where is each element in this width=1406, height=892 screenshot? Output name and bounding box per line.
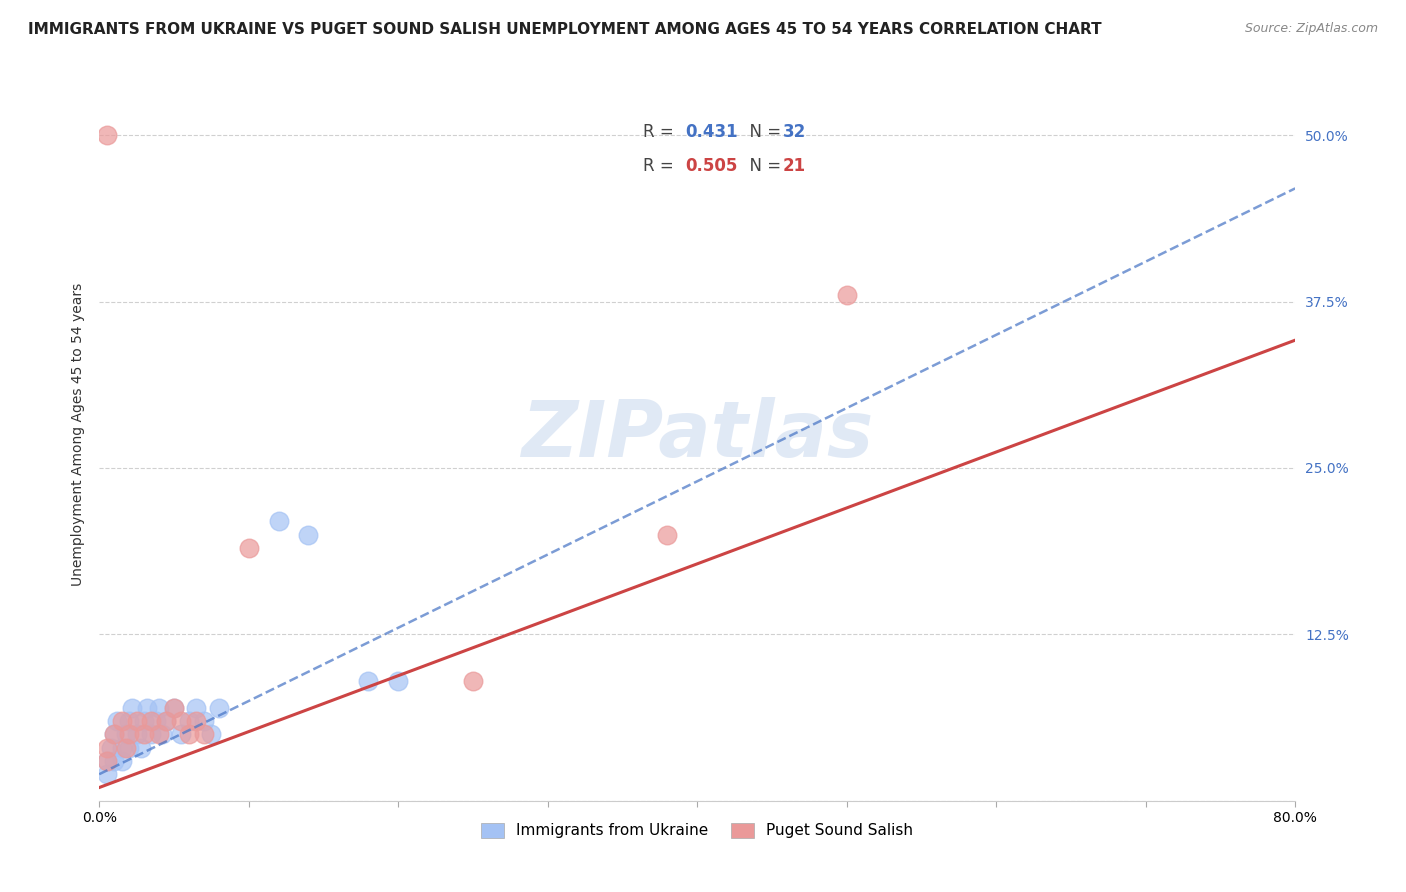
Point — [186, 700, 208, 714]
Point — [96, 754, 118, 768]
Point — [96, 740, 118, 755]
Text: 21: 21 — [782, 157, 806, 175]
Point — [193, 714, 215, 728]
Point — [141, 714, 163, 728]
Point — [115, 740, 138, 755]
Point — [132, 714, 155, 728]
Text: 0.505: 0.505 — [685, 157, 738, 175]
Point — [357, 673, 380, 688]
Text: Source: ZipAtlas.com: Source: ZipAtlas.com — [1244, 22, 1378, 36]
Text: 32: 32 — [782, 123, 806, 141]
Point — [163, 700, 186, 714]
Point — [110, 754, 132, 768]
Point — [103, 754, 125, 768]
Point — [121, 700, 143, 714]
Point — [186, 714, 208, 728]
Point — [96, 767, 118, 781]
Point — [177, 714, 200, 728]
Point — [125, 727, 148, 741]
Point — [118, 740, 141, 755]
Point — [145, 714, 167, 728]
Point — [297, 527, 319, 541]
Point — [148, 727, 170, 741]
Text: 0.431: 0.431 — [685, 123, 738, 141]
Point — [110, 714, 132, 728]
Point — [129, 740, 152, 755]
Point — [657, 527, 679, 541]
Text: IMMIGRANTS FROM UKRAINE VS PUGET SOUND SALISH UNEMPLOYMENT AMONG AGES 45 TO 54 Y: IMMIGRANTS FROM UKRAINE VS PUGET SOUND S… — [28, 22, 1102, 37]
Point — [148, 700, 170, 714]
Y-axis label: Unemployment Among Ages 45 to 54 years: Unemployment Among Ages 45 to 54 years — [72, 283, 86, 586]
Text: ZIPatlas: ZIPatlas — [522, 397, 873, 473]
Point — [110, 740, 132, 755]
Point — [125, 714, 148, 728]
Text: N =: N = — [738, 123, 786, 141]
Legend: Immigrants from Ukraine, Puget Sound Salish: Immigrants from Ukraine, Puget Sound Sal… — [475, 817, 920, 845]
Point — [387, 673, 409, 688]
Point — [115, 727, 138, 741]
Point — [136, 700, 159, 714]
Point — [170, 727, 193, 741]
Point — [155, 714, 177, 728]
Point — [177, 727, 200, 741]
Point — [103, 727, 125, 741]
Point — [141, 727, 163, 741]
Point — [96, 754, 118, 768]
Point — [170, 714, 193, 728]
Point — [118, 714, 141, 728]
Point — [155, 714, 177, 728]
Point — [163, 700, 186, 714]
Point — [100, 740, 122, 755]
Point — [238, 541, 260, 555]
Point — [200, 727, 222, 741]
Point — [193, 727, 215, 741]
Point — [208, 700, 231, 714]
Point — [96, 128, 118, 142]
Text: R =: R = — [643, 157, 679, 175]
Point — [118, 727, 141, 741]
Point — [105, 714, 128, 728]
Point — [461, 673, 484, 688]
Text: N =: N = — [738, 157, 786, 175]
Point — [150, 727, 173, 741]
Point — [835, 288, 858, 302]
Point — [103, 727, 125, 741]
Text: R =: R = — [643, 123, 679, 141]
Point — [132, 727, 155, 741]
Point — [267, 514, 290, 528]
